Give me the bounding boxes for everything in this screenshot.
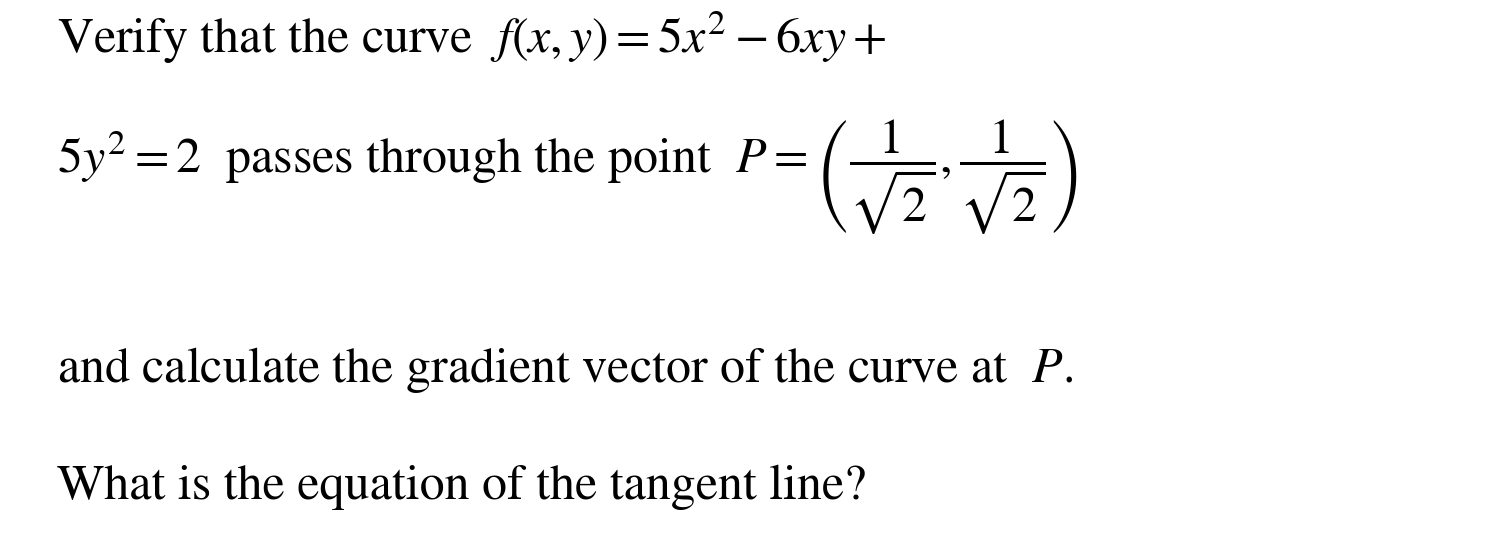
Text: and calculate the gradient vector of the curve at  $P$.: and calculate the gradient vector of the… — [57, 345, 1072, 395]
Text: Verify that the curve  $f(x, y) = 5x^2 - 6xy +$: Verify that the curve $f(x, y) = 5x^2 - … — [57, 9, 886, 66]
Text: $5y^2 = 2$  passes through the point  $P = \left(\dfrac{1}{\sqrt{2}}, \dfrac{1}{: $5y^2 = 2$ passes through the point $P =… — [57, 117, 1077, 236]
Text: What is the equation of the tangent line?: What is the equation of the tangent line… — [57, 464, 867, 510]
